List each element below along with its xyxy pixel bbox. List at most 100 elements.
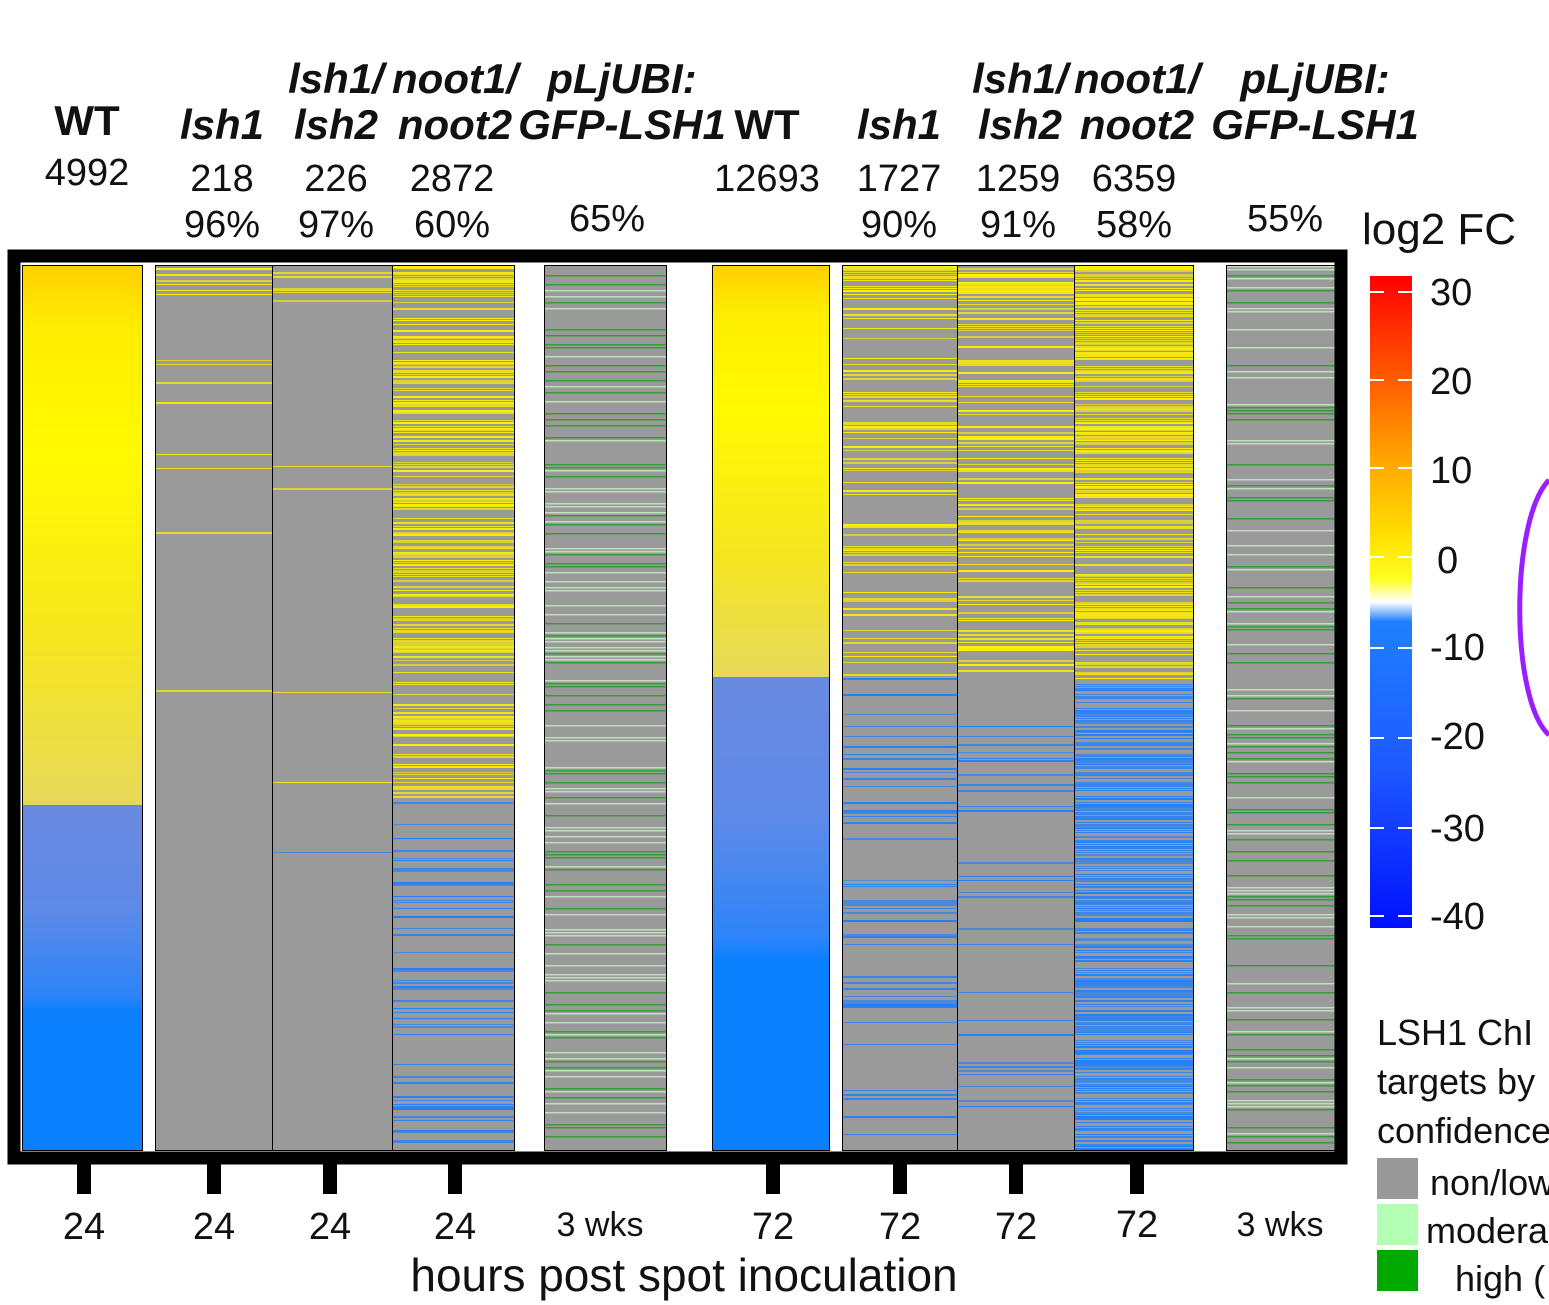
- noot-72-stripe: [1075, 358, 1193, 360]
- noot-72-stripe: [1075, 1110, 1193, 1111]
- noot-72-stripe: [1075, 338, 1193, 339]
- noot-24-stripe: [393, 1076, 514, 1078]
- lsh1lsh2-24-stripe: [273, 288, 392, 290]
- gfp-lsh1-3wks-b-stripe-high: [1227, 485, 1337, 487]
- gfp-lsh1-3wks-a-stripe-moderate: [545, 953, 666, 955]
- gfp-lsh1-3wks-a-stripe-high: [545, 1067, 666, 1069]
- lsh1-72-stripe: [843, 438, 957, 439]
- gfp-lsh1-3wks-b-stripe-high: [1227, 419, 1337, 421]
- noot-72-stripe: [1075, 876, 1193, 877]
- column-header-noot-24: noot1/ noot2: [392, 58, 518, 146]
- gfp-lsh1-3wks-b-stripe-moderate: [1227, 695, 1337, 697]
- gfp-lsh1-3wks-b-stripe-moderate: [1227, 797, 1337, 799]
- noot-72-stripe: [1075, 368, 1193, 369]
- lsh1lsh2-72-stripe: [958, 1086, 1074, 1087]
- noot-72-stripe: [1075, 486, 1193, 488]
- column-header-lsh1-72: lsh1: [857, 104, 941, 146]
- gfp-lsh1-3wks-b-stripe-high: [1227, 626, 1337, 628]
- noot-72-stripe: [1075, 458, 1193, 459]
- noot-72-stripe: [1075, 1040, 1193, 1041]
- gfp-lsh1-3wks-a-stripe-moderate: [545, 641, 666, 643]
- noot-24-stripe: [393, 644, 514, 646]
- noot-72-stripe: [1075, 1100, 1193, 1101]
- noot-24-stripe: [393, 802, 514, 804]
- gfp-lsh1-3wks-a-stripe-high: [545, 1136, 666, 1138]
- gfp-lsh1-3wks-b-stripe-high: [1227, 698, 1337, 700]
- gfp-lsh1-3wks-a-stripe-high: [545, 773, 666, 775]
- noot-72-stripe: [1075, 310, 1193, 311]
- lsh1-72-stripe: [843, 490, 957, 492]
- column-percent-lsh1-24: 96%: [183, 204, 261, 246]
- lsh1lsh2-72-stripe: [958, 384, 1074, 385]
- lsh1lsh2-72-stripe: [958, 664, 1074, 666]
- lsh1-72-stripe: [843, 1022, 957, 1023]
- noot-72-stripe: [1075, 778, 1193, 779]
- lsh1-24-stripe: [156, 294, 272, 295]
- gfp-lsh1-3wks-b-stripe-high: [1227, 752, 1337, 754]
- gfp-lsh1-3wks-b-stripe-moderate: [1227, 893, 1337, 895]
- gfp-lsh1-3wks-b-stripe-moderate: [1227, 266, 1337, 268]
- noot-72-stripe: [1075, 710, 1193, 712]
- gfp-lsh1-3wks-a-stripe-high: [545, 425, 666, 427]
- noot-24-stripe: [393, 484, 514, 485]
- noot-24-stripe: [393, 382, 514, 384]
- gfp-lsh1-3wks-a-stripe-high: [545, 662, 666, 664]
- noot-24-stripe: [393, 660, 514, 661]
- noot-24-stripe: [393, 734, 514, 736]
- lsh1-72-stripe: [843, 298, 957, 299]
- noot-24-stripe: [393, 422, 514, 424]
- gfp-lsh1-3wks-a-stripe-high: [545, 1061, 666, 1063]
- gfp-lsh1-3wks-b-stripe-moderate: [1227, 554, 1337, 556]
- lsh1lsh2-72-stripe: [958, 396, 1074, 397]
- x-tick-mark: [77, 1158, 91, 1194]
- noot-72-stripe: [1075, 674, 1193, 675]
- gfp-lsh1-3wks-b-stripe-high: [1227, 1079, 1337, 1081]
- noot-24-stripe: [393, 724, 514, 725]
- noot-24-stripe: [393, 450, 514, 451]
- gfp-lsh1-3wks-b-stripe-moderate: [1227, 1010, 1337, 1012]
- gfp-lsh1-3wks-a-stripe-moderate: [545, 827, 666, 829]
- noot-24-stripe: [393, 672, 514, 673]
- gfp-lsh1-3wks-b-stripe-high: [1227, 896, 1337, 898]
- gfp-lsh1-3wks-a-stripe-moderate: [545, 296, 666, 298]
- lsh1lsh2-72-stripe: [958, 1070, 1074, 1072]
- lsh1lsh2-72-stripe: [958, 806, 1074, 807]
- noot-72-stripe: [1075, 1068, 1193, 1070]
- noot-72-stripe: [1075, 742, 1193, 744]
- noot-24-stripe: [393, 580, 514, 582]
- lsh1-24-stripe: [156, 382, 272, 384]
- lsh1lsh2-72-stripe: [958, 380, 1074, 382]
- column-header-lsh1lsh2-24: lsh1/ lsh2: [288, 58, 384, 146]
- lsh1lsh2-72-stripe: [958, 538, 1074, 540]
- heatmap-frame: [7, 249, 1348, 1165]
- noot-72-stripe: [1075, 352, 1193, 354]
- noot-24-stripe: [393, 722, 514, 724]
- noot-24-stripe: [393, 280, 514, 282]
- lsh1-72-stripe: [843, 1094, 957, 1096]
- gfp-lsh1-3wks-a-stripe-high: [545, 554, 666, 556]
- column-percent-gfp-lsh1-b: 55%: [1246, 198, 1324, 240]
- noot-72-stripe: [1075, 564, 1193, 566]
- noot-24-stripe: [393, 1018, 514, 1019]
- noot-72-stripe: [1075, 1140, 1193, 1142]
- lsh1-24-stripe: [156, 454, 272, 455]
- column-count-noot-24: 2872: [409, 158, 495, 200]
- lsh1-72-stripe: [843, 736, 957, 737]
- gfp-lsh1-3wks-a-stripe-moderate: [545, 308, 666, 310]
- x-tick-label: 72: [878, 1206, 922, 1248]
- noot-72-stripe: [1075, 826, 1193, 828]
- lsh1lsh2-72-stripe: [958, 564, 1074, 565]
- noot-72-stripe: [1075, 612, 1193, 614]
- colorbar-tick-label: 20: [1430, 361, 1473, 403]
- gfp-lsh1-3wks-a-stripe-high: [545, 1037, 666, 1039]
- lsh1lsh2-72-stripe: [958, 992, 1074, 993]
- lsh1-72-stripe: [843, 400, 957, 402]
- gfp-lsh1-3wks-a-stripe-moderate: [545, 650, 666, 652]
- noot-72-stripe: [1075, 296, 1193, 297]
- noot-72-stripe: [1075, 1102, 1193, 1104]
- lsh1-72-stripe: [843, 338, 957, 339]
- gfp-lsh1-3wks-b-stripe-moderate: [1227, 1100, 1337, 1102]
- gfp-lsh1-3wks-a-stripe-moderate: [545, 974, 666, 976]
- legend-swatch-high: [1377, 1250, 1418, 1291]
- noot-72-stripe: [1075, 542, 1193, 543]
